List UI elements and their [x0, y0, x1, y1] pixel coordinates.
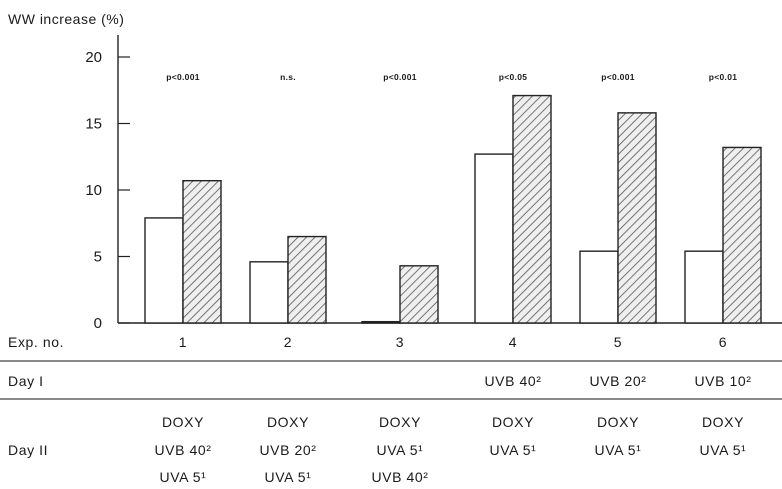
day1-treatment: UVB 10²	[694, 373, 751, 389]
day1-treatment: UVB 20²	[589, 373, 646, 389]
bar-open	[579, 250, 619, 324]
p-value-label: n.s.	[280, 72, 296, 82]
p-value-label: p<0.05	[499, 72, 528, 82]
p-value-label: p<0.001	[601, 72, 635, 82]
row-label-day2: Day II	[8, 442, 48, 458]
bar-open	[144, 217, 184, 324]
p-value-label: p<0.001	[166, 72, 200, 82]
bar-hatched	[722, 146, 762, 324]
day1-treatment: UVB 40²	[484, 373, 541, 389]
day2-treatment: UVA 5¹	[595, 442, 642, 458]
day2-treatment: DOXY	[597, 414, 639, 430]
day2-treatment: DOXY	[492, 414, 534, 430]
bar-open	[474, 153, 514, 324]
day2-treatment: UVA 5¹	[265, 469, 312, 485]
day2-treatment: DOXY	[702, 414, 744, 430]
p-value-label: p<0.01	[709, 72, 738, 82]
y-tick-label: 5	[94, 249, 102, 266]
day2-treatment: UVB 40²	[371, 469, 428, 485]
day2-treatment: UVA 5¹	[377, 442, 424, 458]
x-tick-label: 4	[509, 334, 517, 350]
day2-treatment: UVB 20²	[259, 442, 316, 458]
day2-treatment: DOXY	[162, 414, 204, 430]
x-tick-label: 2	[284, 334, 292, 350]
bar-hatched	[399, 265, 439, 324]
x-tick-label: 5	[614, 334, 622, 350]
bar-open	[249, 261, 289, 324]
day2-treatment: DOXY	[379, 414, 421, 430]
row-label-day1: Day I	[8, 373, 44, 389]
y-tick-label: 0	[94, 315, 102, 332]
bar-hatched	[617, 112, 657, 324]
day2-treatment: UVA 5¹	[160, 469, 207, 485]
day2-treatment: UVB 40²	[154, 442, 211, 458]
bar-hatched	[512, 94, 552, 324]
x-tick-label: 3	[396, 334, 404, 350]
bar-hatched	[182, 179, 222, 324]
p-value-label: p<0.001	[383, 72, 417, 82]
y-tick-label: 20	[85, 49, 102, 66]
x-tick-label: 6	[719, 334, 727, 350]
bar-open	[361, 320, 401, 324]
row-label-exp: Exp. no.	[8, 334, 64, 350]
y-tick-label: 10	[85, 182, 102, 199]
bar-hatched	[287, 235, 327, 324]
day2-treatment: DOXY	[267, 414, 309, 430]
y-axis-title: WW increase (%)	[8, 11, 124, 27]
y-tick-label: 15	[85, 116, 102, 133]
day2-treatment: UVA 5¹	[700, 442, 747, 458]
x-tick-label: 1	[179, 334, 187, 350]
day2-treatment: UVA 5¹	[490, 442, 537, 458]
bar-open	[684, 250, 724, 324]
